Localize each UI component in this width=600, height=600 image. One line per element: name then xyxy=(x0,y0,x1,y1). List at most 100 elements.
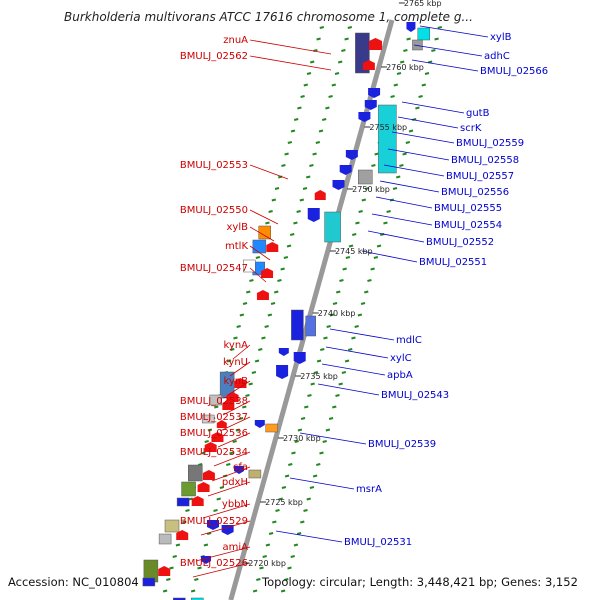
gene-label-right: msrA xyxy=(356,484,382,495)
leader-line-left xyxy=(249,164,289,180)
leader-line-left xyxy=(227,380,251,396)
leader-line-left xyxy=(222,400,251,416)
gene-feature xyxy=(164,519,180,533)
track-dot-1 xyxy=(305,175,311,179)
track-dot-1 xyxy=(238,417,244,420)
track-dot-2 xyxy=(320,348,325,351)
gene-label-right: BMULJ_02554 xyxy=(434,220,502,231)
track-dot-3 xyxy=(296,532,302,535)
track-dot-1 xyxy=(264,325,269,328)
gene-label-left: BMULJ_02526 xyxy=(180,558,248,569)
track-dot-2 xyxy=(281,486,287,489)
track-dot-3 xyxy=(300,520,305,524)
gene-arrow-reverse xyxy=(364,100,377,110)
leader-line-left xyxy=(207,481,251,497)
leader-line-right xyxy=(375,196,433,209)
track-dot-2 xyxy=(361,198,367,202)
leader-line-right xyxy=(387,148,450,161)
gene-feature xyxy=(188,464,203,482)
track-dot-3 xyxy=(437,26,443,29)
kbp-label: 2750 kbp xyxy=(352,185,390,194)
track-dot-2 xyxy=(316,359,322,363)
gene-arrow-reverse xyxy=(221,525,234,535)
gene-arrow-reverse xyxy=(339,165,352,175)
track-dot-1 xyxy=(280,267,285,271)
gene-arrow-forward xyxy=(211,432,224,442)
track-dot-0 xyxy=(204,440,209,443)
gene-label-right: xylC xyxy=(390,353,412,364)
track-dot-0 xyxy=(255,256,261,259)
track-dot-3 xyxy=(322,440,327,443)
gene-feature xyxy=(243,259,256,273)
leader-line-right xyxy=(299,432,367,445)
gene-arrow-reverse xyxy=(358,112,371,122)
gene-feature xyxy=(191,597,204,600)
track-dot-1 xyxy=(267,313,273,317)
gene-arrow-forward xyxy=(222,400,235,410)
track-dot-3 xyxy=(373,256,379,259)
gene-feature xyxy=(291,309,304,341)
gene-label-left: BMULJ_02536 xyxy=(180,428,248,439)
gene-label-left: pdxH xyxy=(222,477,248,488)
gene-feature xyxy=(324,211,341,243)
track-dot-0 xyxy=(242,302,248,305)
track-dot-2 xyxy=(399,60,405,64)
leader-line-right xyxy=(371,213,433,226)
gene-label-right: gutB xyxy=(466,108,490,119)
gene-arrow-reverse xyxy=(276,365,289,379)
track-dot-3 xyxy=(280,589,286,593)
gene-label-right: apbA xyxy=(387,370,413,381)
track-dot-0 xyxy=(287,141,293,144)
gene-label-right: adhC xyxy=(484,51,510,62)
track-dot-1 xyxy=(203,543,209,547)
gene-label-left: BMULJ_02529 xyxy=(180,516,248,527)
track-dot-2 xyxy=(355,221,360,225)
track-dot-1 xyxy=(347,26,353,29)
leader-line-right xyxy=(411,59,479,72)
track-dot-0 xyxy=(172,555,177,558)
track-dot-1 xyxy=(190,589,196,593)
track-dot-1 xyxy=(325,106,330,110)
gene-arrow-forward xyxy=(261,268,274,278)
gene-arrow-reverse xyxy=(345,150,358,160)
track-dot-2 xyxy=(265,543,271,547)
track-dot-3 xyxy=(405,141,411,144)
gene-label-left: xylB xyxy=(227,222,249,233)
leader-line-left xyxy=(192,562,251,578)
kbp-marks-layer: 2765 kbp 2760 kbp 2755 kbp 2750 kbp 2745 kbp… xyxy=(243,0,442,568)
track-dot-0 xyxy=(281,164,286,167)
track-dot-0 xyxy=(297,106,302,110)
track-dot-0 xyxy=(233,336,238,340)
gene-label-left: BMULJ_02537 xyxy=(180,412,248,423)
track-dot-2 xyxy=(268,532,274,535)
leader-line-right xyxy=(391,131,455,144)
track-dot-1 xyxy=(226,463,231,466)
gene-arrow-forward xyxy=(362,60,375,70)
track-dot-3 xyxy=(319,451,324,455)
gene-feature xyxy=(176,497,190,507)
track-dot-3 xyxy=(306,497,311,501)
track-dot-2 xyxy=(393,83,399,87)
track-dot-1 xyxy=(270,302,276,305)
track-dot-1 xyxy=(321,118,327,121)
track-dot-3 xyxy=(328,417,334,420)
track-dot-3 xyxy=(312,474,318,478)
gene-feature xyxy=(209,394,222,406)
leader-line-right xyxy=(401,101,465,114)
gene-features-layer xyxy=(142,22,431,600)
gene-label-right: xylB xyxy=(490,32,512,43)
leader-line-left xyxy=(249,55,332,71)
gene-arrow-reverse xyxy=(293,352,306,364)
track-dot-1 xyxy=(274,290,279,294)
track-dot-0 xyxy=(175,543,181,547)
track-dot-3 xyxy=(367,279,372,282)
track-dot-2 xyxy=(294,440,299,443)
kbp-label: 2735 kbp xyxy=(300,372,338,381)
gene-labels-layer: znuABMULJ_02562BMULJ_02553BMULJ_02550xyl… xyxy=(180,32,548,569)
track-dot-1 xyxy=(302,187,308,190)
track-dot-2 xyxy=(297,428,303,432)
track-dot-2 xyxy=(313,371,319,374)
gene-arrow-reverse xyxy=(307,208,320,222)
track-dot-0 xyxy=(274,187,280,190)
gene-label-right: BMULJ_02557 xyxy=(446,171,514,182)
